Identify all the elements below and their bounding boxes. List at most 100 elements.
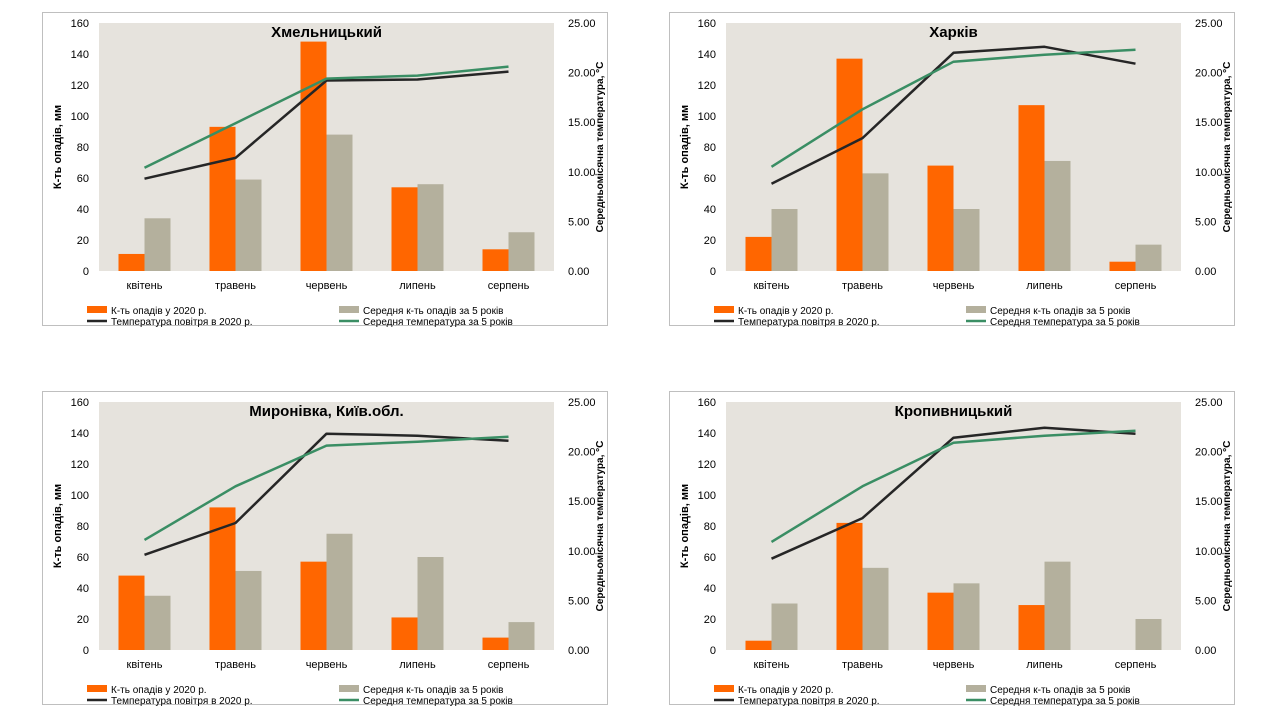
line-temp-avg5 [770, 429, 1136, 543]
bar-precip-avg5 [326, 134, 353, 271]
y-tick-label: 140 [698, 49, 716, 61]
y-tick-label: 120 [698, 459, 716, 471]
y-tick-label: 140 [71, 428, 89, 440]
legend-precip-2020: К-ть опадів у 2020 р. [714, 685, 834, 696]
legend-swatch [714, 685, 734, 692]
y-tick-label: 60 [704, 552, 716, 564]
bar-precip-avg5 [144, 218, 171, 271]
bar-precip-2020 [209, 126, 236, 271]
legend-temp-avg5: Середня температура за 5 років [339, 696, 513, 707]
y-tick-label: 20 [77, 235, 89, 247]
line-temp-avg5 [770, 48, 1136, 168]
bar-precip-avg5 [1135, 244, 1162, 271]
legend-precip-avg5: Середня к-ть опадів за 5 років [339, 685, 504, 696]
legend-temp-avg5: Середня температура за 5 років [966, 696, 1140, 707]
y2-tick-label: 5.00 [568, 595, 589, 607]
bar-precip-2020 [745, 236, 772, 271]
y-axis-title: К-ть опадів, мм [52, 105, 64, 189]
y2-tick-label: 15.00 [568, 117, 596, 129]
x-tick-label: травень [842, 280, 883, 292]
y-tick-label: 120 [71, 459, 89, 471]
legend-label: Середня к-ть опадів за 5 років [363, 306, 504, 317]
x-tick-label: квітень [754, 280, 790, 292]
y-tick-label: 160 [698, 397, 716, 409]
y-tick-label: 160 [71, 18, 89, 30]
bar-precip-2020 [1109, 261, 1136, 271]
y-axis-title: К-ть опадів, мм [52, 484, 64, 568]
bar-precip-2020 [927, 165, 954, 271]
bar-precip-avg5 [1135, 619, 1162, 650]
y2-tick-label: 20.00 [568, 447, 596, 459]
y-tick-label: 80 [704, 521, 716, 533]
legend-label: Середня температура за 5 років [363, 696, 513, 706]
x-tick-label: липень [1026, 659, 1063, 671]
bar-precip-2020 [482, 249, 509, 271]
legend-precip-2020: К-ть опадів у 2020 р. [87, 306, 207, 317]
y-tick-label: 100 [698, 490, 716, 502]
bar-precip-2020 [745, 640, 772, 650]
line-temp-2020 [144, 70, 509, 180]
y2-tick-label: 25.00 [568, 397, 596, 409]
y-tick-label: 120 [71, 80, 89, 92]
bar-precip-avg5 [326, 533, 353, 650]
y-tick-label: 20 [77, 614, 89, 626]
legend-label: Середня к-ть опадів за 5 років [363, 685, 504, 696]
x-tick-label: травень [842, 659, 883, 671]
legend-swatch [714, 306, 734, 313]
y2-tick-label: 20.00 [1195, 447, 1223, 459]
bar-precip-avg5 [862, 567, 889, 650]
legend-precip-avg5: Середня к-ть опадів за 5 років [966, 685, 1131, 696]
y2-axis-title: Середньомісячна температура, °С [595, 441, 606, 612]
x-tick-label: серпень [488, 659, 530, 671]
y2-tick-label: 15.00 [568, 496, 596, 508]
bar-precip-2020 [300, 561, 327, 650]
legend-swatch [339, 685, 359, 692]
legend-temp-avg5: Середня температура за 5 років [966, 317, 1140, 328]
x-tick-label: квітень [127, 280, 163, 292]
y2-tick-label: 15.00 [1195, 117, 1223, 129]
y2-tick-label: 10.00 [1195, 167, 1223, 179]
bar-precip-2020 [836, 522, 863, 650]
legend-label: Середня температура за 5 років [990, 317, 1140, 327]
bar-precip-avg5 [417, 184, 444, 271]
y-tick-label: 0 [83, 266, 89, 278]
y-tick-label: 40 [77, 204, 89, 216]
y2-axis-title: Середньомісячна температура, °С [1222, 62, 1233, 233]
chart-kropyvnytskyi: 0 20 40 60 80 100 120 140 160 0.00 5.00 10.00 15.00 2… [669, 391, 1235, 707]
chart-svg: 0 20 40 60 80 100 120 140 160 0.00 5.00 10.00 15.00 2… [679, 18, 1233, 328]
chart-title: Харків [929, 24, 977, 41]
x-tick-label: травень [215, 659, 256, 671]
y-tick-label: 60 [77, 552, 89, 564]
legend-label: Температура повітря в 2020 р. [111, 317, 253, 327]
y2-tick-label: 20.00 [1195, 68, 1223, 80]
line-temp-2020 [770, 426, 1136, 560]
x-tick-label: серпень [1115, 659, 1157, 671]
bar-precip-2020 [118, 575, 145, 650]
y2-tick-label: 5.00 [1195, 216, 1216, 228]
legend-label: Середня температура за 5 років [363, 317, 513, 327]
y-tick-label: 140 [71, 49, 89, 61]
y-tick-label: 100 [71, 490, 89, 502]
x-tick-label: липень [1026, 280, 1063, 292]
y2-tick-label: 0.00 [568, 266, 589, 278]
bar-precip-2020 [927, 592, 954, 650]
chart-title: Миронівка, Київ.обл. [249, 403, 403, 420]
y-tick-label: 20 [704, 614, 716, 626]
bar-precip-avg5 [862, 173, 889, 271]
y-tick-label: 20 [704, 235, 716, 247]
y2-tick-label: 10.00 [568, 546, 596, 558]
y-tick-label: 160 [698, 18, 716, 30]
chart-svg: 0 20 40 60 80 100 120 140 160 0.00 5.00 10.00 15.00 2… [52, 397, 606, 707]
legend-precip-2020: К-ть опадів у 2020 р. [714, 306, 834, 317]
y2-axis-title: Середньомісячна температура, °С [1222, 441, 1233, 612]
y2-tick-label: 0.00 [568, 645, 589, 657]
y2-tick-label: 5.00 [568, 216, 589, 228]
bar-precip-2020 [1018, 605, 1045, 650]
x-tick-label: липень [399, 659, 436, 671]
y-tick-label: 0 [83, 645, 89, 657]
legend-label: Середня к-ть опадів за 5 років [990, 685, 1131, 696]
y2-tick-label: 25.00 [568, 18, 596, 30]
legend-swatch [339, 306, 359, 313]
bar-precip-avg5 [953, 209, 980, 271]
y-tick-label: 40 [77, 583, 89, 595]
